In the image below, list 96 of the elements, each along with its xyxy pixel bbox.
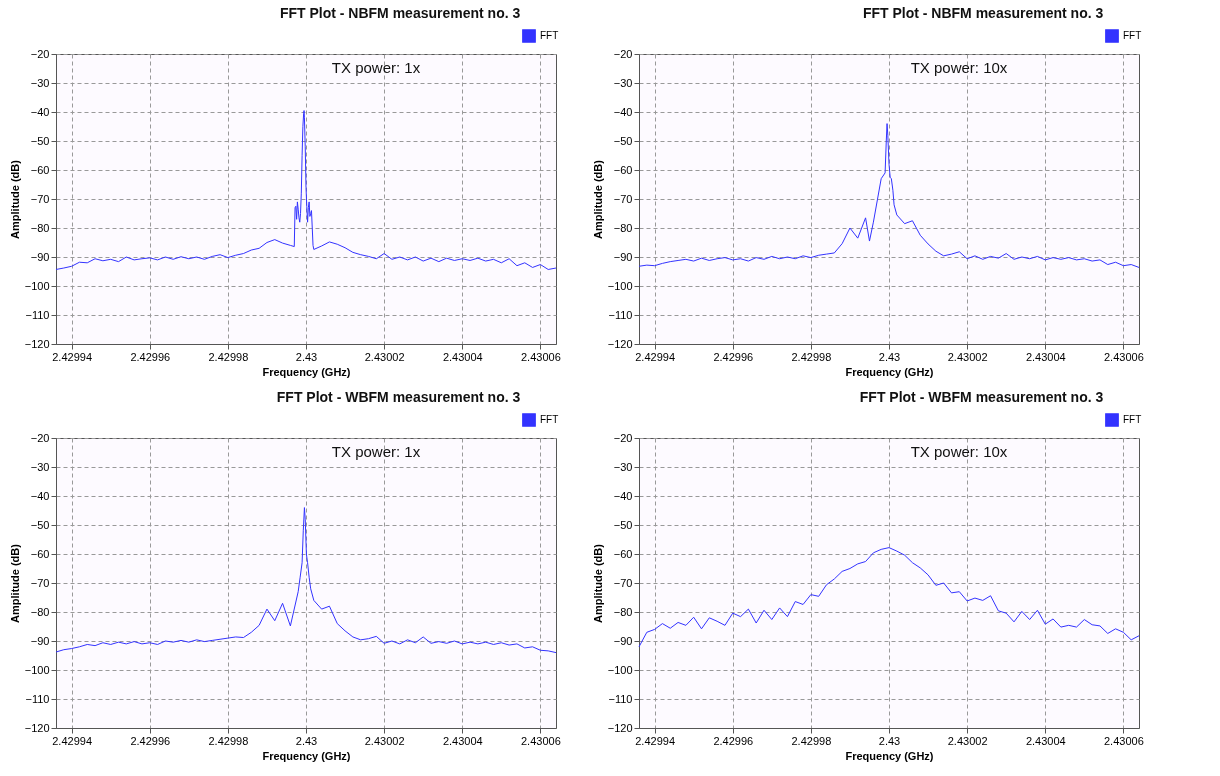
y-tick-label: −50 xyxy=(613,518,633,531)
x-tick-label: 2.42994 xyxy=(635,350,676,363)
y-tick-label: −120 xyxy=(607,337,633,350)
y-tick-label: −80 xyxy=(613,605,633,618)
y-tick-label: −60 xyxy=(613,547,633,560)
legend-label: FFT xyxy=(540,30,559,41)
x-tick-label: 2.42994 xyxy=(52,734,93,747)
y-tick-label: −120 xyxy=(607,721,633,734)
x-tick-label: 2.43002 xyxy=(947,350,988,363)
y-tick-label: −110 xyxy=(25,308,50,321)
y-tick-label: −80 xyxy=(30,605,50,618)
annotation: TX power: 10x xyxy=(910,59,1008,76)
y-tick-label: −90 xyxy=(30,250,50,263)
x-tick-label: 2.43006 xyxy=(1103,734,1144,747)
y-tick-label: −80 xyxy=(613,221,633,234)
x-tick-label: 2.42998 xyxy=(208,734,249,747)
y-tick-label: −70 xyxy=(30,576,50,589)
x-tick-label: 2.43004 xyxy=(442,734,483,747)
line-series xyxy=(638,547,1140,648)
y-tick-label: −90 xyxy=(613,250,633,263)
annotation: TX power: 1x xyxy=(331,59,421,76)
y-tick-label: −40 xyxy=(30,489,50,502)
line-series xyxy=(638,123,1140,268)
line-series xyxy=(55,110,557,270)
y-tick-label: −80 xyxy=(30,221,50,234)
y-tick-label: −100 xyxy=(24,663,50,676)
x-tick-label: 2.43006 xyxy=(1103,350,1144,363)
y-tick-label: −70 xyxy=(613,576,633,589)
y-tick-label: −20 xyxy=(30,431,50,444)
x-tick-label: 2.42996 xyxy=(130,350,171,363)
y-tick-label: −120 xyxy=(24,337,50,350)
y-tick-label: −60 xyxy=(30,163,50,176)
y-tick-label: −70 xyxy=(613,192,633,205)
y-tick-label: −50 xyxy=(613,134,633,147)
x-tick-label: 2.42994 xyxy=(52,350,93,363)
y-tick-label: −50 xyxy=(30,518,50,531)
y-tick-label: −100 xyxy=(607,279,633,292)
x-axis-title: Frequency (GHz) xyxy=(845,749,934,762)
y-tick-label: −30 xyxy=(30,460,50,473)
x-tick-label: 2.43 xyxy=(878,350,901,363)
y-tick-label: −30 xyxy=(613,460,633,473)
y-axis-title: Amplitude (dB) xyxy=(8,543,21,623)
x-tick-label: 2.43004 xyxy=(1025,350,1066,363)
y-tick-label: −30 xyxy=(613,76,633,89)
y-axis-title: Amplitude (dB) xyxy=(591,543,604,623)
y-tick-label: −120 xyxy=(24,721,50,734)
y-tick-label: −50 xyxy=(30,134,50,147)
y-axis-title: Amplitude (dB) xyxy=(591,159,604,239)
y-tick-label: −110 xyxy=(25,692,50,705)
x-axis-title: Frequency (GHz) xyxy=(262,365,351,378)
y-tick-label: −30 xyxy=(30,76,50,89)
x-tick-label: 2.43002 xyxy=(364,350,405,363)
y-tick-label: −60 xyxy=(30,547,50,560)
annotation: TX power: 10x xyxy=(910,443,1008,460)
y-tick-label: −90 xyxy=(613,634,633,647)
x-tick-label: 2.42998 xyxy=(208,350,249,363)
y-tick-label: −20 xyxy=(613,431,633,444)
y-tick-label: −70 xyxy=(30,192,50,205)
x-tick-label: 2.43004 xyxy=(1025,734,1066,747)
x-tick-label: 2.42998 xyxy=(791,734,832,747)
y-tick-label: −100 xyxy=(607,663,633,676)
legend-label: FFT xyxy=(540,414,559,425)
x-tick-label: 2.42994 xyxy=(635,734,676,747)
chart-title: FFT Plot - WBFM measurement no. 3 xyxy=(859,389,1104,405)
y-tick-label: −100 xyxy=(24,279,50,292)
x-tick-label: 2.42998 xyxy=(791,350,832,363)
annotation: TX power: 1x xyxy=(331,443,421,460)
x-tick-label: 2.43006 xyxy=(520,734,561,747)
x-tick-label: 2.42996 xyxy=(713,350,754,363)
y-axis-title: Amplitude (dB) xyxy=(8,159,21,239)
x-tick-label: 2.43002 xyxy=(947,734,988,747)
x-tick-label: 2.43004 xyxy=(442,350,483,363)
y-tick-label: −110 xyxy=(608,692,633,705)
x-tick-label: 2.42996 xyxy=(713,734,754,747)
x-tick-label: 2.43 xyxy=(878,734,901,747)
x-tick-label: 2.43 xyxy=(295,734,318,747)
y-tick-label: −90 xyxy=(30,634,50,647)
chart-title: FFT Plot - NBFM measurement no. 3 xyxy=(862,5,1104,21)
x-tick-label: 2.43006 xyxy=(520,350,561,363)
y-tick-label: −20 xyxy=(613,47,633,60)
x-axis-title: Frequency (GHz) xyxy=(262,749,351,762)
x-tick-label: 2.43 xyxy=(295,350,318,363)
y-tick-label: −40 xyxy=(30,105,50,118)
legend-label: FFT xyxy=(1123,30,1142,41)
line-series xyxy=(55,507,557,654)
legend-label: FFT xyxy=(1123,414,1142,425)
x-axis-title: Frequency (GHz) xyxy=(845,365,934,378)
x-tick-label: 2.43002 xyxy=(364,734,405,747)
y-tick-label: −40 xyxy=(613,105,633,118)
y-tick-label: −110 xyxy=(608,308,633,321)
chart-title: FFT Plot - NBFM measurement no. 3 xyxy=(279,5,521,21)
chart-title: FFT Plot - WBFM measurement no. 3 xyxy=(276,389,521,405)
y-tick-label: −20 xyxy=(30,47,50,60)
y-tick-label: −60 xyxy=(613,163,633,176)
y-tick-label: −40 xyxy=(613,489,633,502)
x-tick-label: 2.42996 xyxy=(130,734,171,747)
